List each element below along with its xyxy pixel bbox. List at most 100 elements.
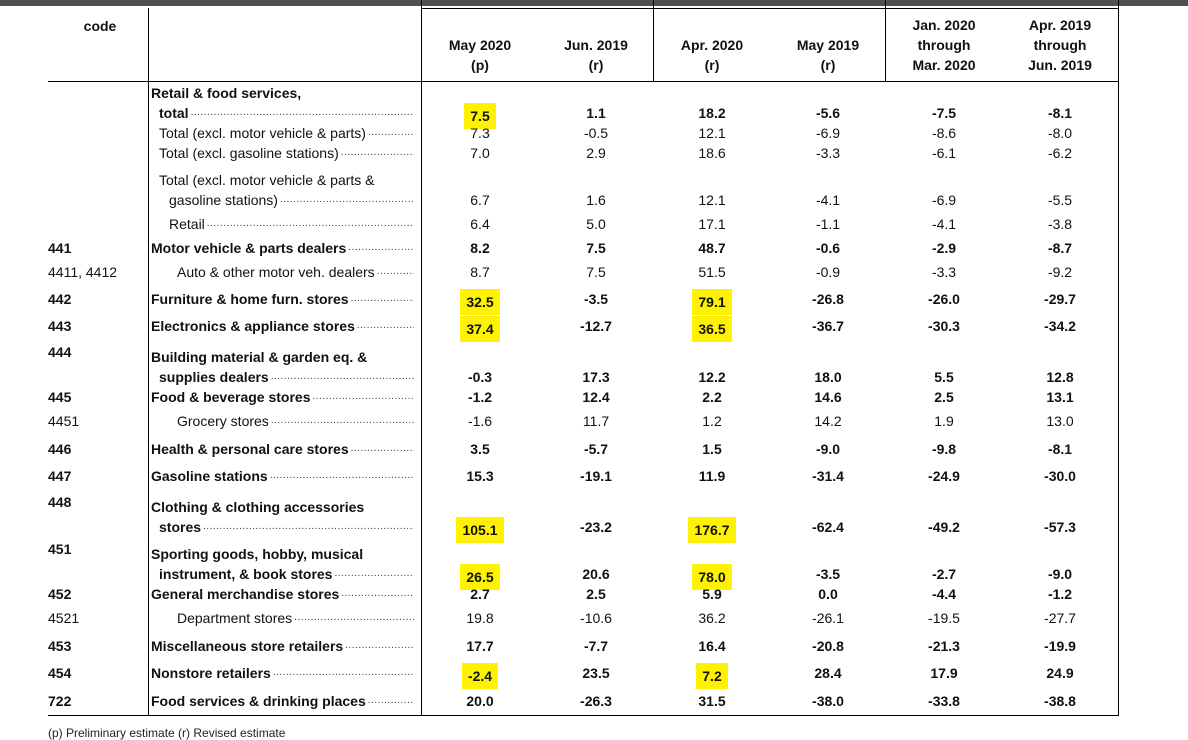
table-row: 4521 Department stores 19.8 -10.6 36.2 -26.1 -… (0, 604, 1120, 632)
value-cell: 18.0 (770, 367, 886, 387)
leader-dots (332, 564, 414, 584)
value-text: 17.3 (582, 369, 610, 385)
value-cell: 2.2 (654, 387, 770, 407)
row-label: Total (excl. motor vehicle & parts) (151, 123, 420, 143)
table-row: Total (excl. gasoline stations) 7.0 2.9 18.… (0, 143, 1120, 163)
value-cell: -8.0 (1002, 123, 1118, 143)
value-text: -31.4 (812, 468, 844, 484)
table-row: 453 Miscellaneous store retailers 17.7 -7.7… (0, 632, 1120, 659)
value-cell: -62.4 (770, 517, 886, 537)
value-cell: -3.3 (886, 262, 1002, 282)
highlighted-value-cell: -2.4 (422, 663, 538, 689)
value-text: -19.1 (580, 468, 612, 484)
column-header-line: Apr. 2019 (1028, 17, 1092, 33)
table-row: Total (excl. motor vehicle & parts & gaso… (0, 163, 1120, 210)
row-label: Clothing & clothing accessories stores (151, 497, 420, 537)
value-text: 7.5 (586, 264, 606, 280)
column-header-line: (r) (820, 57, 836, 73)
value-cell: -26.3 (538, 691, 654, 711)
value-cell: 23.5 (538, 663, 654, 683)
value-text: -8.1 (1047, 105, 1073, 121)
value-cell: 1.1 (538, 103, 654, 123)
highlighted-value-cell: 32.5 (422, 289, 538, 315)
row-label-text: Total (excl. gasoline stations) (159, 145, 339, 161)
row-label-line: Furniture & home furn. stores (151, 289, 420, 309)
table-row: 452 General merchandise stores 2.7 2.5 5.9 0.… (0, 584, 1120, 604)
value-cell: -6.1 (886, 143, 1002, 163)
row-label-text: Clothing & clothing accessories (151, 499, 365, 515)
value-text: 7.2 (696, 663, 728, 689)
value-text: -38.0 (812, 693, 844, 709)
leader-dots (366, 123, 414, 143)
value-text: -19.5 (928, 610, 960, 626)
row-label-text: Nonstore retailers (151, 665, 271, 681)
table-row: 446 Health & personal care stores 3.5 -5.7 1… (0, 435, 1120, 462)
value-cell: -26.0 (886, 289, 1002, 309)
value-text: -26.0 (928, 291, 960, 307)
value-cell: 8.2 (422, 238, 538, 258)
naics-code: 442 (48, 291, 72, 307)
value-text: -20.8 (812, 638, 844, 654)
value-text: 17.9 (930, 665, 958, 681)
value-cell: 1.5 (654, 439, 770, 459)
value-cell: -8.6 (886, 123, 1002, 143)
leader-dots (201, 517, 414, 537)
value-text: 14.6 (814, 389, 842, 405)
row-label-line: Nonstore retailers (151, 663, 420, 683)
footnote: (p) Preliminary estimate (r) Revised est… (48, 726, 286, 740)
value-text: 1.6 (586, 192, 606, 208)
value-cell: 13.1 (1002, 387, 1118, 407)
naics-code: 448 (48, 494, 72, 510)
row-label-line: Miscellaneous store retailers (151, 636, 420, 656)
value-cell: -7.7 (538, 636, 654, 656)
leader-dots (366, 691, 414, 711)
value-text: 7.5 (586, 240, 606, 256)
value-text: 12.1 (698, 125, 726, 141)
row-label-text: Total (excl. motor vehicle & parts) (159, 125, 366, 141)
row-label-text: Miscellaneous store retailers (151, 638, 344, 654)
value-cell: 51.5 (654, 262, 770, 282)
column-header-line: through (1033, 37, 1087, 53)
row-label-line: Clothing & clothing accessories (151, 497, 420, 517)
value-cell: -19.5 (886, 608, 1002, 628)
value-text: 5.5 (934, 369, 954, 385)
leader-dots (349, 439, 414, 459)
value-cell: -38.0 (770, 691, 886, 711)
naics-code: 452 (48, 586, 72, 602)
row-label-text: General merchandise stores (151, 586, 340, 602)
row-label: Grocery stores (151, 411, 420, 431)
value-text: 7.0 (470, 145, 490, 161)
table-right-rule (1118, 0, 1119, 715)
table-row: 441 Motor vehicle & parts dealers 8.2 7.5 48… (0, 238, 1120, 258)
naics-code: 446 (48, 441, 72, 457)
column-header: Apr. 2019 through Jun. 2019 (1002, 15, 1118, 75)
row-label-line: Auto & other motor veh. dealers (151, 262, 420, 282)
value-text: 2.5 (934, 389, 954, 405)
value-text: -8.7 (1047, 240, 1073, 256)
highlighted-value-cell: 7.2 (654, 663, 770, 689)
row-label: Retail & food services, total (151, 83, 420, 123)
value-cell: -4.1 (886, 214, 1002, 234)
value-text: -9.2 (1047, 264, 1073, 280)
value-text: -1.2 (467, 389, 493, 405)
table-row: 722 Food services & drinking places 20.0 -2… (0, 687, 1120, 715)
highlighted-value-cell: 176.7 (654, 517, 770, 543)
leader-dots (343, 636, 414, 656)
value-cell: -9.8 (886, 439, 1002, 459)
value-cell: -4.1 (770, 190, 886, 210)
value-text: -3.3 (931, 264, 957, 280)
value-text: -5.5 (1047, 192, 1073, 208)
value-cell: -9.0 (1002, 564, 1118, 584)
value-cell: -57.3 (1002, 517, 1118, 537)
row-label-line: Electronics & appliance stores (151, 316, 420, 336)
value-cell: 0.0 (770, 584, 886, 604)
row-label-text: Health & personal care stores (151, 441, 349, 457)
highlighted-value-cell: 36.5 (654, 316, 770, 342)
value-text: -30.0 (1044, 468, 1076, 484)
value-text: 11.9 (698, 468, 726, 484)
leader-dots (271, 663, 414, 683)
value-text: 28.4 (814, 665, 842, 681)
value-text: -4.1 (931, 216, 957, 232)
row-label-text: supplies dealers (159, 369, 269, 385)
value-cell: 2.7 (422, 584, 538, 604)
